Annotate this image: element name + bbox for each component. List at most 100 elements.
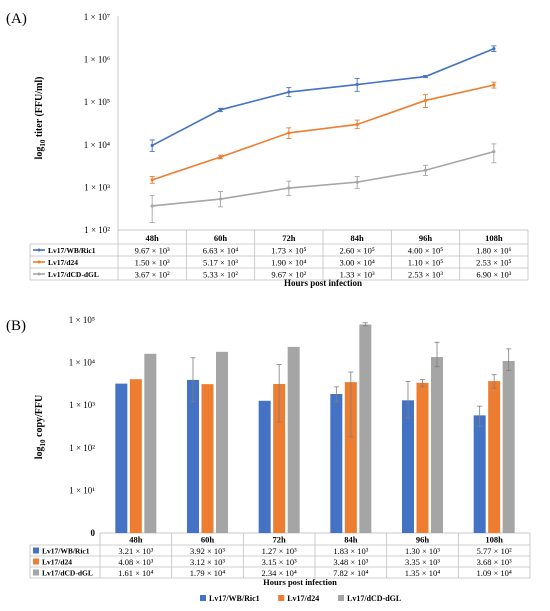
panel-b-bottom-legend-label: Lv17/WB/Ric1 [209,594,260,603]
panel-b-data-label: 3.12 × 10³ [190,557,225,567]
panel-a-data-label: 1.80 × 10⁶ [476,246,511,256]
panel-a-data-point [492,83,496,87]
panel-a-data-label: 1.73 × 10⁵ [271,246,306,256]
panel-b-bar [473,415,486,533]
panel-b-category-label: 108h [485,535,503,545]
panel-b-data-label: 1.27 × 10³ [262,546,297,556]
panel-a-data-point [150,178,154,182]
panel-a-data-label: 6.90 × 10³ [476,270,511,280]
panel-b-data-label: 5.77 × 10² [477,546,512,556]
panel-a-series-line [152,150,495,207]
panel-a-data-point [218,197,223,201]
panel-b-bar [216,351,228,533]
panel-a-data-point [492,150,496,154]
panel-a-data-point [355,180,359,184]
panel-a-category-label: 60h [214,233,228,243]
panel-b-data-label: 1.09 × 10⁴ [476,568,511,578]
panel-b-bar [187,379,199,533]
panel-b-legend-label: Lv17/d24 [42,558,72,567]
panel-b-category-label: 72h [273,535,287,545]
panel-b-legend-swatch [33,558,39,565]
panel-a-data-label: 9.67 × 10³ [135,246,170,256]
panel-b-data-label: 3.68 × 10³ [477,557,512,567]
panel-a-series-line [151,84,495,181]
panel-a-data-label: 1.33 × 10³ [340,270,375,280]
panel-b-bar [287,346,300,533]
panel-b-data-label: 1.79 × 10⁴ [190,568,225,578]
panel-b-data-label: 1.61 × 10⁴ [118,568,153,578]
panel-b-y-tick-label: 0 [91,528,96,538]
panel-b-data-label: 3.35 × 10³ [405,557,440,567]
panel-b-bar [273,383,286,533]
panel-b-y-axis-label: log10 copy/FFU [34,395,47,460]
panel-b-bar [402,400,414,533]
panel-a-data-point [355,122,359,127]
panel-b-y-tick-label: 1 × 10³ [69,400,95,410]
panel-a-data-point [423,168,428,172]
panel-b-category-label: 96h [416,535,430,545]
panel-b-data-label: 1.83 × 10³ [333,546,368,556]
panel-b-legend-label: Lv17/WB/Ric1 [42,547,90,556]
panel-b-legend-swatch [33,547,39,554]
panel-a-data-label: 9.67 × 10² [271,270,306,280]
panel-a-data-point [423,74,428,79]
panel-b-data-label: 2.34 × 10⁴ [261,568,296,578]
panel-b-bar [416,382,429,533]
panel-b-y-tick-label: 1 × 10⁴ [69,358,95,368]
panel-a-data-label: 4.00 × 10⁵ [408,246,443,256]
panel-a-legend-label: Lv17/dCD-dGL [48,270,99,279]
panel-b-bar [488,381,501,533]
panel-a-y-tick-label: 1 × 10² [84,225,110,235]
panel-b-bar [431,357,443,533]
panel-a-legend-label: Lv17/WB/Ric1 [48,246,96,255]
panel-b-data-label: 1.35 × 10⁴ [405,568,440,578]
panel-b-category-label: 60h [201,535,215,545]
panel-b-bottom-legend-label: Lv17/d24 [287,594,319,603]
panel-a-data-label: 3.00 × 10⁴ [339,258,374,268]
panel-a-data-point [150,204,154,208]
panel-b-y-tick-label: 1 × 10¹ [69,485,95,495]
panel-b-bar [129,379,142,533]
panel-b-category-label: 48h [129,535,143,545]
panel-a-y-tick-label: 1 × 10⁷ [84,12,110,22]
panel-a-data-label: 5.33 × 10² [203,270,238,280]
panel-a-data-point [218,155,223,159]
panel-a-y-tick-label: 1 × 10³ [84,182,110,192]
panel-b-bar [144,353,157,533]
panel-b-bar [258,400,271,533]
panel-a-data-label: 1.10 × 10⁵ [408,258,443,268]
panel-a-legend-marker [37,248,41,252]
panel-a-data-label: 1.50 × 10³ [135,258,170,268]
panel-b-bottom-legend-swatch [278,595,285,601]
panel-a-data-point [423,98,428,103]
panel-a-y-tick-label: 1 × 10⁴ [84,140,110,150]
panel-a-series-line [151,47,495,147]
panel-a-category-label: 72h [282,233,296,243]
panel-a-legend-label: Lv17/d24 [48,258,78,267]
panel-b-bar [359,324,372,533]
panel-a-data-label: 2.53 × 10³ [408,270,443,280]
panel-b-y-tick-label: 1 × 10⁵ [69,315,95,325]
panel-b-bottom-legend-label: Lv17/dCD-dGL [347,594,401,603]
panel-b-bar [330,394,343,533]
panel-b-bottom-legend-swatch [200,595,206,601]
panel-a-legend-marker [37,272,41,276]
panel-b-data-label: 3.21 × 10³ [118,546,153,556]
panel-a-data-point [287,90,291,94]
panel-b-category-label: 84h [344,535,358,545]
panel-a-data-point [218,108,223,112]
panel-b-x-axis-label: Hours post infection [263,577,337,587]
panel-a-y-tick-label: 1 × 10⁵ [84,97,110,107]
panel-b-label: (B) [6,318,26,334]
panel-a-data-point [492,47,496,51]
panel-a-category-label: 108h [485,233,503,243]
panel-a-y-tick-label: 1 × 10⁶ [84,55,110,65]
panel-a: (A) log10 titer (FFU/ml) 1 × 10² 1 × 10³ 1… [6,11,529,288]
panel-a-label: (A) [6,11,27,27]
panel-a-y-axis-label: log10 titer (FFU/ml) [34,77,47,160]
panel-a-legend-marker [37,260,41,264]
panel-a-data-point [150,143,154,148]
panel-a-x-axis-label: Hours post infection [284,278,362,288]
panel-b: (B) log10 copy/FFU 0 1 × 10¹ 1 × 10² 1 × 10… [6,315,531,603]
